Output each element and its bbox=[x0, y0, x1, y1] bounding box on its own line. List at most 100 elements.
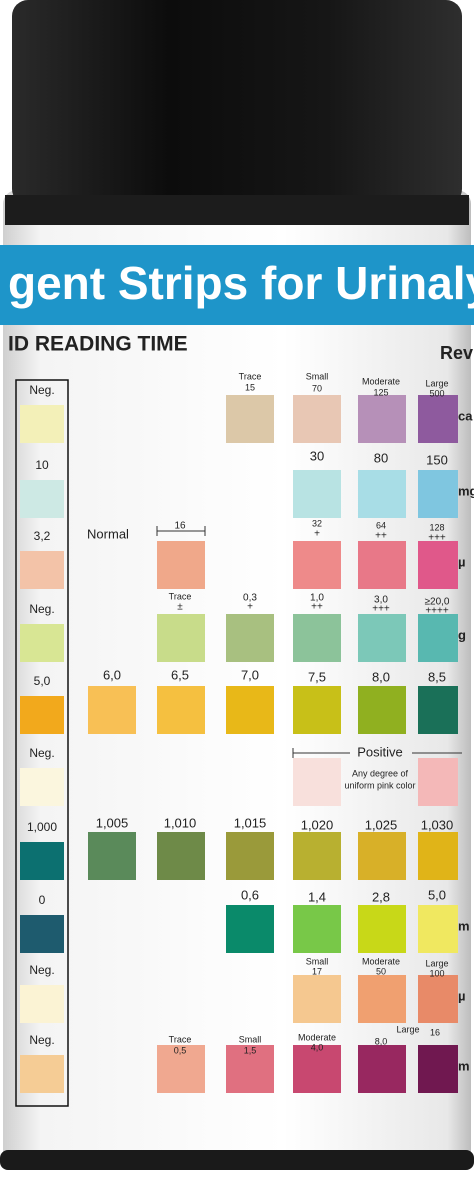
swatch bbox=[358, 470, 406, 518]
swatches bbox=[20, 395, 458, 1093]
swatch-label: 7,5 bbox=[308, 669, 326, 684]
left-label: 0 bbox=[39, 893, 46, 907]
side-label: mg bbox=[458, 483, 474, 498]
swatch-label: 3,0 bbox=[374, 595, 388, 606]
swatch-label: Moderate bbox=[362, 376, 400, 386]
swatch bbox=[418, 905, 458, 953]
swatch bbox=[418, 541, 458, 589]
swatch bbox=[418, 395, 458, 443]
swatch-label: 70 bbox=[312, 383, 322, 393]
swatch-label: ++++ bbox=[425, 606, 449, 617]
swatch-label: 8,0 bbox=[375, 1036, 388, 1046]
swatch bbox=[293, 1045, 341, 1093]
swatch bbox=[226, 686, 274, 734]
side-label: ca bbox=[458, 408, 473, 423]
swatch-label: 50 bbox=[376, 966, 386, 976]
swatch-label: 8,0 bbox=[372, 669, 390, 684]
cap-rim bbox=[5, 195, 469, 225]
swatch-label: 17 bbox=[312, 966, 322, 976]
swatch bbox=[157, 541, 205, 589]
swatch-label: 1,0 bbox=[310, 593, 324, 604]
left-swatch bbox=[20, 696, 64, 734]
swatch bbox=[418, 686, 458, 734]
left-swatch bbox=[20, 915, 64, 953]
swatch-label: uniform pink color bbox=[344, 780, 415, 790]
swatch-label: 1,020 bbox=[301, 817, 334, 832]
swatch-label: Large bbox=[425, 958, 448, 968]
swatch bbox=[358, 905, 406, 953]
swatch-label: 1,5 bbox=[244, 1045, 257, 1055]
swatch bbox=[157, 1045, 205, 1093]
swatch-label: 1,015 bbox=[234, 815, 267, 830]
left-swatch bbox=[20, 842, 64, 880]
swatch-label: 16 bbox=[174, 521, 186, 532]
swatch bbox=[358, 686, 406, 734]
left-label: 1,000 bbox=[27, 820, 57, 834]
side-label: g bbox=[458, 627, 466, 642]
left-swatch bbox=[20, 985, 64, 1023]
swatch bbox=[418, 758, 458, 806]
swatch-label: Positive bbox=[357, 744, 403, 759]
swatch-label: +++ bbox=[428, 533, 446, 544]
swatch-label: Large bbox=[425, 378, 448, 388]
left-label: Neg. bbox=[29, 1033, 54, 1047]
swatch-label: 0,3 bbox=[243, 593, 257, 604]
swatch-label: 0,6 bbox=[241, 887, 259, 902]
swatch bbox=[293, 614, 341, 662]
swatch-label: 7,0 bbox=[241, 667, 259, 682]
left-swatch bbox=[20, 551, 64, 589]
side-label: m bbox=[458, 918, 470, 933]
swatch-label: 0,5 bbox=[174, 1045, 187, 1055]
swatch-label: 128 bbox=[429, 522, 444, 532]
swatch-label: Trace bbox=[169, 591, 192, 601]
left-label: 5,0 bbox=[34, 674, 51, 688]
swatch bbox=[157, 614, 205, 662]
swatch-label: 32 bbox=[312, 518, 322, 528]
left-label: Neg. bbox=[29, 602, 54, 616]
swatch-label: 1,025 bbox=[365, 817, 398, 832]
swatch-label: 100 bbox=[429, 968, 444, 978]
swatch-label: 16 bbox=[430, 1027, 440, 1037]
swatch-label: Small bbox=[239, 1034, 262, 1044]
left-swatch bbox=[20, 624, 64, 662]
swatch-label: Trace bbox=[169, 1034, 192, 1044]
swatch-label: 5,0 bbox=[428, 887, 446, 902]
swatch bbox=[293, 975, 341, 1023]
left-swatch bbox=[20, 480, 64, 518]
swatch-label: 500 bbox=[429, 388, 444, 398]
swatch-label: Small bbox=[306, 371, 329, 381]
swatch-label: Trace bbox=[239, 371, 262, 381]
swatch-label: Moderate bbox=[298, 1032, 336, 1042]
swatch-label: 6,5 bbox=[171, 667, 189, 682]
swatch-label: 125 bbox=[373, 387, 388, 397]
left-swatch bbox=[20, 768, 64, 806]
left-label: 3,2 bbox=[34, 529, 51, 543]
swatch bbox=[418, 470, 458, 518]
swatch bbox=[293, 832, 341, 880]
swatch bbox=[293, 686, 341, 734]
swatch bbox=[226, 832, 274, 880]
swatch-label: 1,030 bbox=[421, 817, 454, 832]
swatch bbox=[157, 686, 205, 734]
swatch-label: Moderate bbox=[362, 956, 400, 966]
swatch bbox=[358, 975, 406, 1023]
labels: Neg. 10 3,2 Neg. 5,0 Neg. 1,000 0 Neg. Neg. ca mg µ g… bbox=[27, 371, 474, 1073]
swatch-label: 6,0 bbox=[103, 667, 121, 682]
swatch bbox=[418, 614, 458, 662]
banner bbox=[0, 245, 474, 325]
left-label: Neg. bbox=[29, 383, 54, 397]
swatch-label: Large bbox=[396, 1024, 419, 1034]
swatch bbox=[226, 395, 274, 443]
side-label: m bbox=[458, 1058, 470, 1073]
swatch bbox=[358, 1045, 406, 1093]
swatch bbox=[157, 832, 205, 880]
swatch bbox=[226, 614, 274, 662]
left-swatch bbox=[20, 405, 64, 443]
swatch bbox=[358, 614, 406, 662]
banner-title: gent Strips for Urinalysis bbox=[8, 257, 474, 309]
swatch-label: ≥20,0 bbox=[425, 597, 450, 608]
swatch bbox=[358, 832, 406, 880]
cap bbox=[12, 0, 462, 205]
